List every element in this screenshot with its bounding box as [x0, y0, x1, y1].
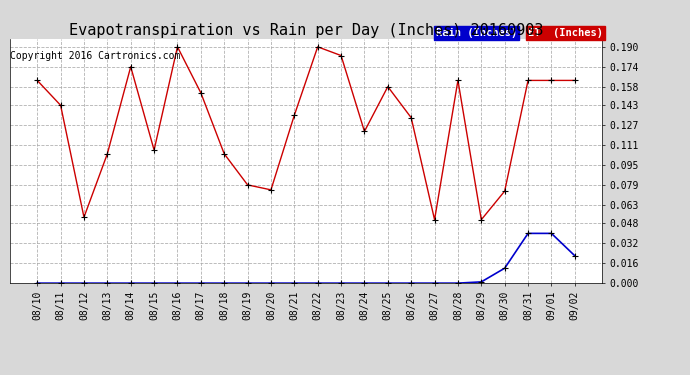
Text: Rain (Inches): Rain (Inches): [436, 28, 518, 38]
Title: Evapotranspiration vs Rain per Day (Inches) 20160903: Evapotranspiration vs Rain per Day (Inch…: [69, 23, 543, 38]
Text: Copyright 2016 Cartronics.com: Copyright 2016 Cartronics.com: [10, 51, 181, 61]
Text: ET  (Inches): ET (Inches): [528, 28, 603, 38]
